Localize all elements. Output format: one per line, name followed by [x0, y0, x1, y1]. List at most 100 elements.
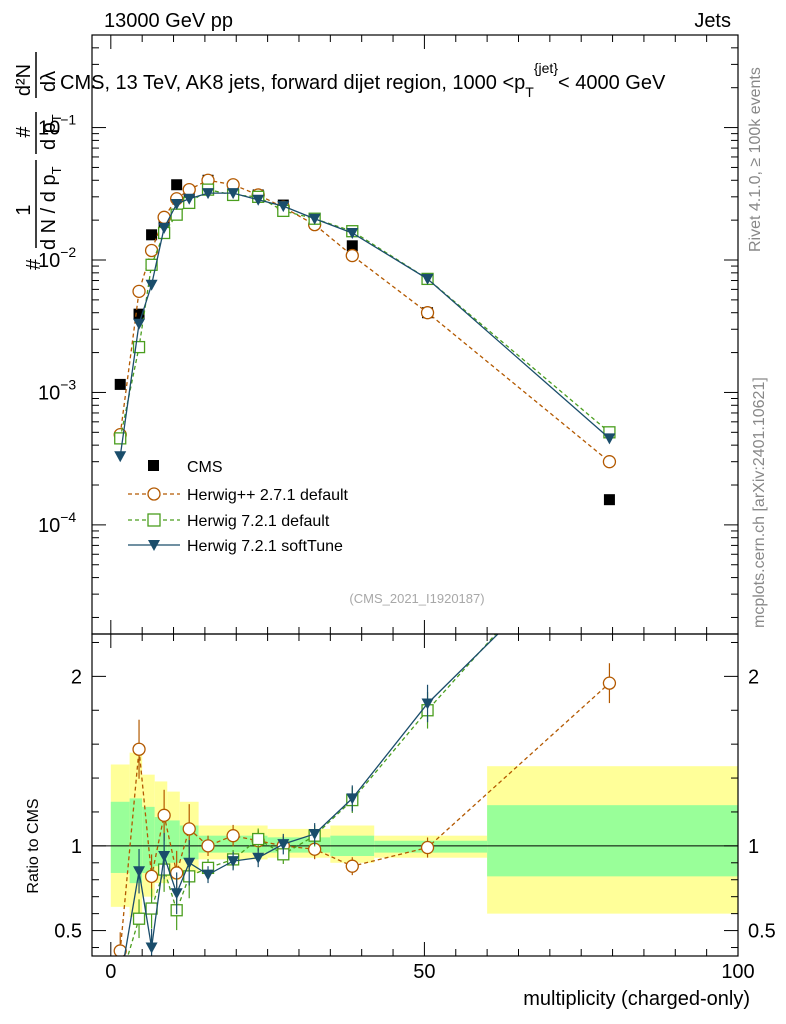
ratio-point-s0-3	[157, 808, 171, 822]
main-point-s3-7	[227, 188, 240, 200]
ratio-ytick-label-right-1: 1	[748, 836, 759, 858]
ratio-ytick-label-right-2: 2	[748, 666, 759, 688]
main-point-s0-0	[114, 378, 126, 390]
main-point-s3-4	[170, 198, 183, 210]
main-point-s3-12	[421, 273, 434, 285]
ratio-point-s2-1	[133, 866, 146, 878]
main-point-s0-11	[346, 240, 358, 252]
ratio-point-s2-5	[183, 857, 196, 869]
source-label: mcplots.cern.ch [arXiv:2401.10621]	[751, 377, 768, 628]
ratio-line-series-2	[123, 634, 499, 956]
ratio-point-s0-0	[113, 944, 127, 956]
ratio-ytick-label-left-0: 0.5	[54, 921, 82, 943]
x-tick-label-0: 0	[105, 961, 116, 983]
main-point-s3-6	[202, 188, 215, 200]
ratio-point-s2-10	[308, 828, 321, 840]
y-label-hash: #	[23, 258, 45, 270]
ratio-point-s1-2	[145, 902, 158, 915]
main-line-series-1	[119, 179, 610, 463]
plot-title-sub: T	[525, 84, 534, 100]
ratio-point-s0-12	[420, 840, 435, 855]
legend-marker-herwig721	[147, 513, 161, 527]
band-inner-0	[110, 801, 130, 873]
main-point-s3-2	[145, 279, 158, 291]
ratio-point-s0-2	[144, 869, 159, 883]
ratio-ytick-label-left-2: 2	[71, 666, 82, 688]
main-point-s1-1	[132, 284, 146, 298]
ratio-frame	[91, 633, 739, 957]
main-point-s1-12	[420, 306, 435, 320]
main-point-s3-9	[277, 201, 290, 213]
main-point-s0-4	[171, 179, 183, 191]
main-point-s3-1	[133, 318, 146, 330]
y-label-dlambda: dλ	[38, 71, 60, 92]
plot-title-suffix: < 4000 GeV	[558, 72, 666, 94]
ratio-point-s2-13	[603, 519, 615, 530]
ratio-point-s0-13	[602, 676, 617, 690]
plot-title-sup: {jet}	[534, 60, 558, 76]
main-ytick-label-3: 10−4	[38, 509, 76, 537]
x-axis-label: multiplicity (charged-only)	[523, 988, 750, 1010]
ratio-series-layer	[113, 519, 617, 956]
legend-label-softtune: Herwig 7.2.1 softTune	[187, 538, 343, 555]
main-point-s1-3	[157, 210, 171, 224]
energy-label: 13000 GeV pp	[104, 10, 233, 32]
main-point-s3-3	[158, 222, 171, 234]
ratio-point-s0-5	[182, 822, 196, 836]
ratio-point-s2-3	[158, 851, 171, 863]
ratio-ytick-label-left-1: 1	[71, 836, 82, 858]
ratio-point-s2-4	[170, 888, 183, 900]
main-point-s1-2	[144, 243, 159, 258]
plot-title-prefix: CMS, 13 TeV, AK8 jets, forward dijet reg…	[60, 72, 514, 94]
band-inner-10	[487, 805, 738, 877]
ratio-point-s2-12	[421, 698, 434, 710]
ratio-point-s2-6	[202, 869, 215, 881]
main-point-s2-1	[132, 340, 146, 354]
ratio-point-s0-11	[345, 859, 359, 873]
ratio-point-s0-1	[132, 742, 146, 756]
y-label-hash-num: #	[13, 126, 35, 138]
main-point-s0-1	[133, 308, 145, 320]
main-point-s1-11	[345, 248, 359, 263]
ratio-axis-label: Ratio to CMS	[25, 798, 42, 893]
main-series-layer	[113, 173, 617, 506]
y-label-d2n: d²N	[13, 64, 35, 96]
ratio-line-series-0	[119, 682, 610, 951]
y-axis-label: # 1 d N / d pT # d pT d²N dλ	[13, 52, 64, 270]
main-point-s3-13	[603, 433, 616, 445]
plot-title-p: p	[514, 72, 525, 94]
legend-label-cms: CMS	[187, 459, 223, 476]
main-line-series-3	[119, 192, 610, 457]
main-ytick-label-1: 10−2	[38, 244, 76, 272]
band-inner-2	[142, 806, 155, 873]
main-point-s2-2	[145, 258, 158, 271]
ratio-ytick-label-right-0: 0.5	[748, 921, 776, 943]
main-point-s3-5	[183, 193, 196, 205]
main-ytick-label-0: 10−1	[38, 112, 76, 140]
main-point-s0-2	[146, 229, 158, 241]
ratio-point-s2-7	[227, 856, 240, 868]
y-label-one: 1	[13, 204, 35, 215]
ratio-point-s1-8	[252, 832, 265, 846]
main-point-s3-8	[252, 194, 265, 206]
main-point-s2-0	[114, 432, 127, 445]
main-point-s1-13	[602, 455, 617, 469]
plot-title: CMS, 13 TeV, AK8 jets, forward dijet reg…	[60, 60, 666, 100]
category-label: Jets	[694, 10, 731, 32]
y-label-dn: d N / d pT	[38, 166, 64, 250]
main-point-s0-13	[603, 494, 615, 506]
analysis-id: (CMS_2021_I1920187)	[349, 591, 484, 606]
ratio-point-s2-8	[252, 852, 265, 864]
y-label-dp: d pT	[38, 114, 64, 150]
rivet-label: Rivet 4.1.0, ≥ 100k events	[747, 67, 764, 252]
x-tick-label-50: 50	[413, 961, 435, 983]
ratio-point-s2-9	[277, 839, 290, 851]
axis-ticks: 0 50 100 10−1 10−2 10−3 10−4 0.5 0.5 1 1 2 2	[38, 34, 776, 983]
main-point-s3-11	[346, 227, 359, 239]
legend: CMS Herwig++ 2.7.1 default Herwig 7.2.1 …	[128, 459, 349, 555]
ratio-point-s0-7	[226, 829, 240, 843]
main-ytick-label-2: 10−3	[38, 376, 76, 404]
ratio-point-s1-1	[132, 912, 146, 925]
ratio-uncertainty-bands	[110, 752, 738, 918]
